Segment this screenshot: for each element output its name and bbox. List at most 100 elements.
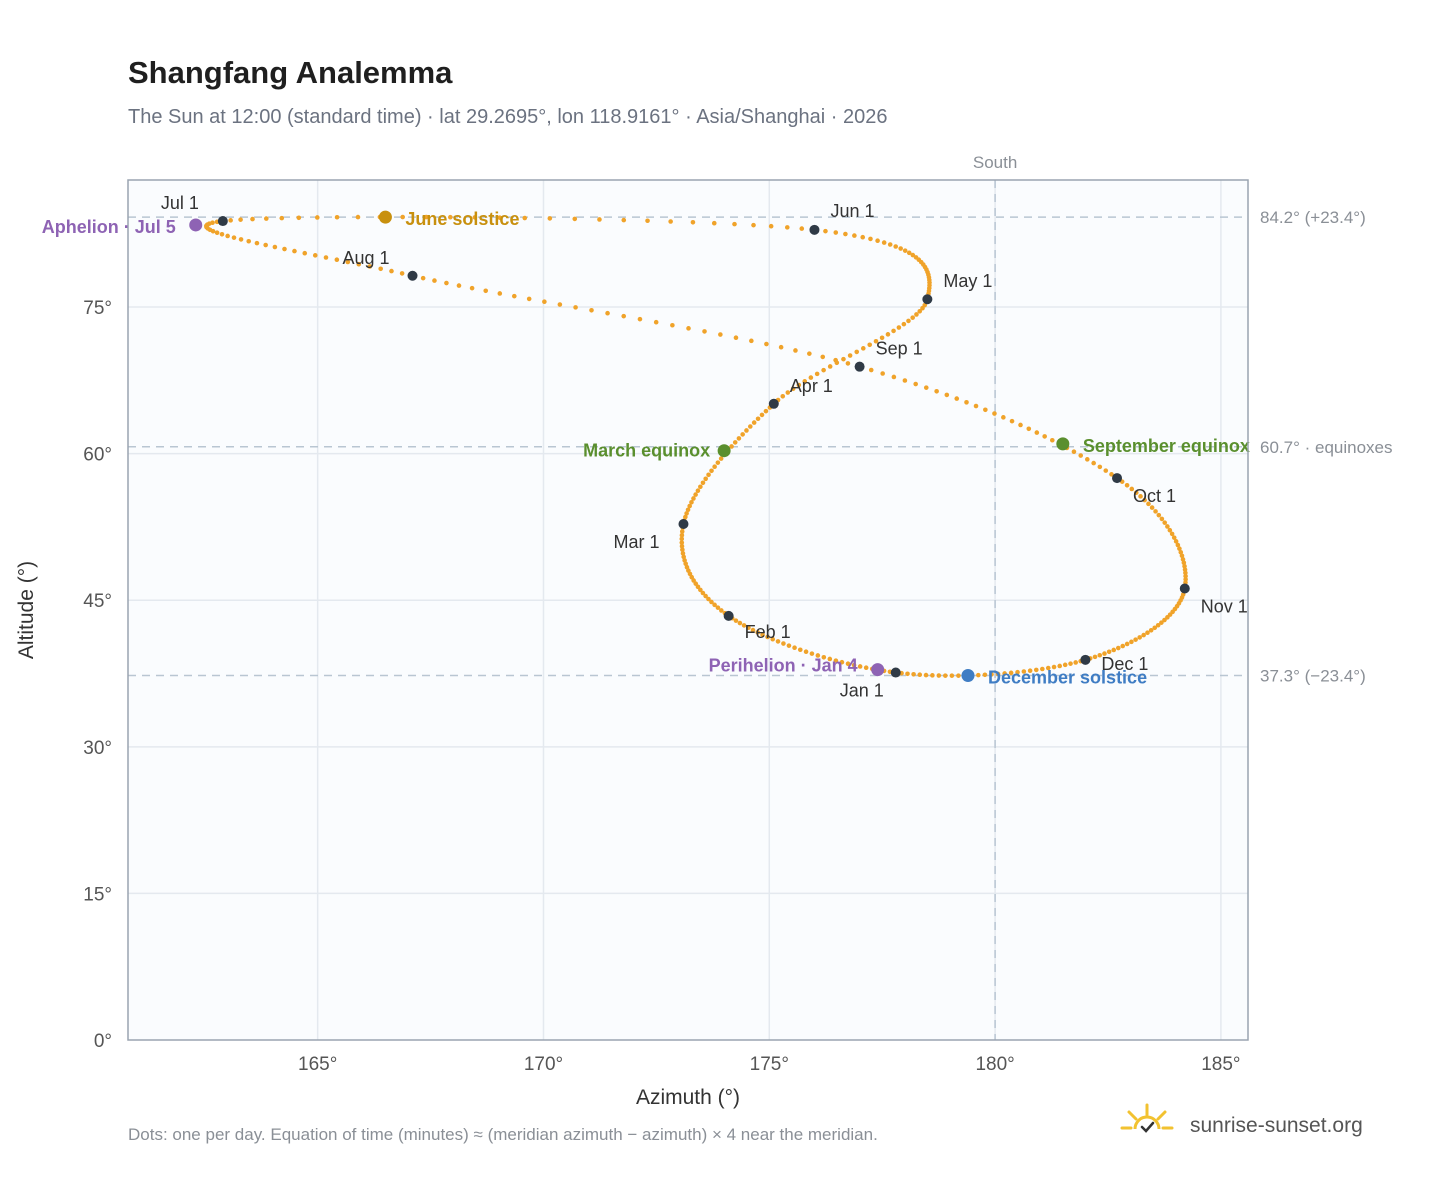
month-label: Nov 1 bbox=[1201, 597, 1248, 617]
event-marker bbox=[378, 210, 392, 224]
daily-dot bbox=[272, 244, 278, 250]
daily-dot bbox=[1097, 652, 1103, 658]
daily-dot bbox=[605, 310, 610, 316]
daily-dot bbox=[1173, 539, 1179, 544]
daily-dot bbox=[827, 364, 833, 369]
daily-dot bbox=[768, 223, 774, 229]
event-label: Perihelion · Jan 4 bbox=[709, 656, 858, 676]
daily-dot bbox=[747, 424, 753, 429]
daily-dot bbox=[841, 356, 846, 362]
daily-dot bbox=[740, 432, 745, 437]
daily-dot bbox=[483, 288, 489, 294]
event-label: March equinox bbox=[583, 441, 710, 461]
month-markers: Jan 1 Feb 1 Mar 1 Apr 1 May 1 Jun 1 Jul 1 Aug 1… bbox=[161, 193, 1248, 701]
daily-dot bbox=[1027, 668, 1033, 674]
daily-dot bbox=[432, 278, 437, 283]
x-axis-ticks: 165° 170° 175° 180° 185° bbox=[298, 1054, 1241, 1075]
daily-dot bbox=[680, 547, 685, 553]
meridian-label: South bbox=[973, 153, 1017, 172]
daily-dot bbox=[854, 349, 860, 355]
daily-dot bbox=[302, 250, 308, 256]
daily-dot bbox=[1050, 437, 1055, 443]
daily-dot bbox=[709, 468, 714, 474]
daily-dot bbox=[378, 266, 383, 272]
daily-dot bbox=[881, 240, 887, 245]
daily-dot bbox=[1120, 643, 1126, 649]
daily-dot bbox=[1179, 553, 1185, 559]
daily-dot bbox=[686, 326, 691, 331]
daily-dot bbox=[715, 605, 721, 610]
daily-dot bbox=[573, 305, 578, 310]
daily-dot bbox=[863, 665, 869, 671]
daily-dot bbox=[542, 299, 547, 304]
event-marker bbox=[717, 444, 731, 458]
month-label: Apr 1 bbox=[790, 376, 833, 396]
daily-dot bbox=[706, 596, 711, 602]
check-icon bbox=[1140, 1121, 1155, 1133]
daily-dot bbox=[793, 348, 798, 353]
daily-dot bbox=[399, 271, 405, 276]
month-marker bbox=[1112, 473, 1123, 484]
daily-dot bbox=[729, 444, 734, 449]
daily-dot bbox=[764, 341, 769, 347]
y-tick-label: 45° bbox=[83, 591, 112, 612]
daily-dot bbox=[1137, 635, 1142, 640]
daily-dot bbox=[1045, 665, 1051, 671]
daily-dot bbox=[511, 293, 517, 299]
daily-dot bbox=[715, 460, 721, 465]
daily-dot bbox=[760, 632, 765, 638]
daily-dot bbox=[814, 371, 820, 377]
daily-dot bbox=[712, 464, 717, 470]
daily-dot bbox=[497, 291, 503, 296]
daily-dot bbox=[833, 357, 838, 363]
daily-dot bbox=[1071, 449, 1077, 455]
daily-dot bbox=[1182, 567, 1188, 572]
daily-dot bbox=[780, 393, 786, 399]
daily-dot bbox=[231, 235, 237, 240]
daily-dot bbox=[744, 428, 749, 433]
daily-dot bbox=[679, 543, 685, 549]
daily-dot bbox=[943, 673, 948, 678]
daily-dot bbox=[367, 264, 373, 269]
daily-dot bbox=[880, 371, 885, 376]
daily-dot bbox=[456, 283, 462, 288]
daily-dot bbox=[690, 220, 696, 225]
daily-dot bbox=[312, 253, 318, 258]
daily-dot bbox=[975, 672, 981, 678]
daily-dot bbox=[718, 332, 723, 337]
daily-dot bbox=[1124, 641, 1130, 647]
daily-dot bbox=[679, 536, 685, 542]
daily-dot bbox=[995, 671, 1001, 677]
event-label: Aphelion · Jul 5 bbox=[42, 217, 176, 237]
daily-dot bbox=[923, 385, 929, 390]
daily-dot bbox=[689, 499, 694, 505]
daily-dot bbox=[910, 252, 916, 258]
month-label: Mar 1 bbox=[613, 532, 659, 552]
daily-dot bbox=[1009, 418, 1015, 424]
daily-dot bbox=[695, 488, 701, 494]
daily-dot bbox=[1033, 667, 1039, 673]
brand-logo bbox=[1120, 1103, 1174, 1133]
daily-dot bbox=[807, 351, 812, 356]
daily-dot bbox=[737, 620, 743, 626]
daily-dot bbox=[356, 261, 362, 267]
daily-dot bbox=[589, 307, 594, 313]
daily-dot bbox=[751, 420, 757, 425]
x-tick-label: 180° bbox=[975, 1054, 1014, 1075]
daily-dot bbox=[679, 532, 685, 538]
daily-dot bbox=[736, 436, 742, 441]
daily-dot bbox=[711, 220, 717, 226]
daily-dot bbox=[469, 285, 475, 291]
daily-dot bbox=[334, 214, 340, 220]
daily-dot bbox=[698, 484, 703, 490]
daily-dot bbox=[843, 231, 848, 237]
daily-dot bbox=[1091, 460, 1096, 466]
daily-dot bbox=[279, 215, 285, 221]
event-marker bbox=[961, 668, 975, 682]
daily-dot bbox=[1156, 512, 1162, 518]
daily-dot bbox=[703, 593, 708, 599]
daily-dot bbox=[670, 322, 675, 328]
daily-dot bbox=[1159, 620, 1164, 625]
daily-dot bbox=[901, 321, 907, 327]
daily-dot bbox=[1106, 649, 1112, 655]
